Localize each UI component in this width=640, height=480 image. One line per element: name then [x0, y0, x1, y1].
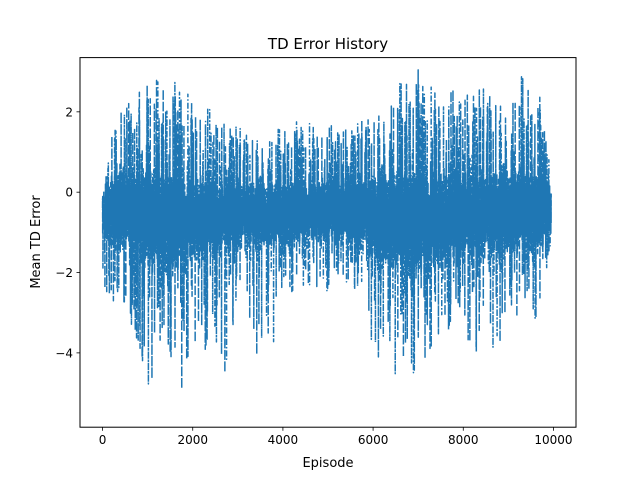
x-axis-label: Episode	[302, 456, 353, 471]
x-tick-label: 2000	[177, 433, 208, 447]
x-tick-label: 6000	[358, 433, 389, 447]
y-tick-label: −4	[55, 346, 73, 360]
y-tick-label: 0	[65, 186, 73, 200]
x-tick-label: 10000	[534, 433, 572, 447]
chart-title: TD Error History	[267, 35, 388, 53]
x-axis: 0 2000 4000 6000 8000 10000	[99, 427, 573, 447]
plot-frame	[79, 57, 577, 428]
y-axis-label: Mean TD Error	[29, 195, 44, 289]
td-error-series-line	[101, 69, 552, 390]
x-tick-label: 8000	[448, 433, 479, 447]
plot-area	[101, 69, 552, 390]
y-axis: −4 −2 0 2	[55, 105, 80, 360]
y-tick-label: −2	[55, 266, 73, 280]
x-tick-label: 4000	[268, 433, 299, 447]
x-tick-label: 0	[99, 433, 107, 447]
y-tick-label: 2	[65, 105, 73, 119]
